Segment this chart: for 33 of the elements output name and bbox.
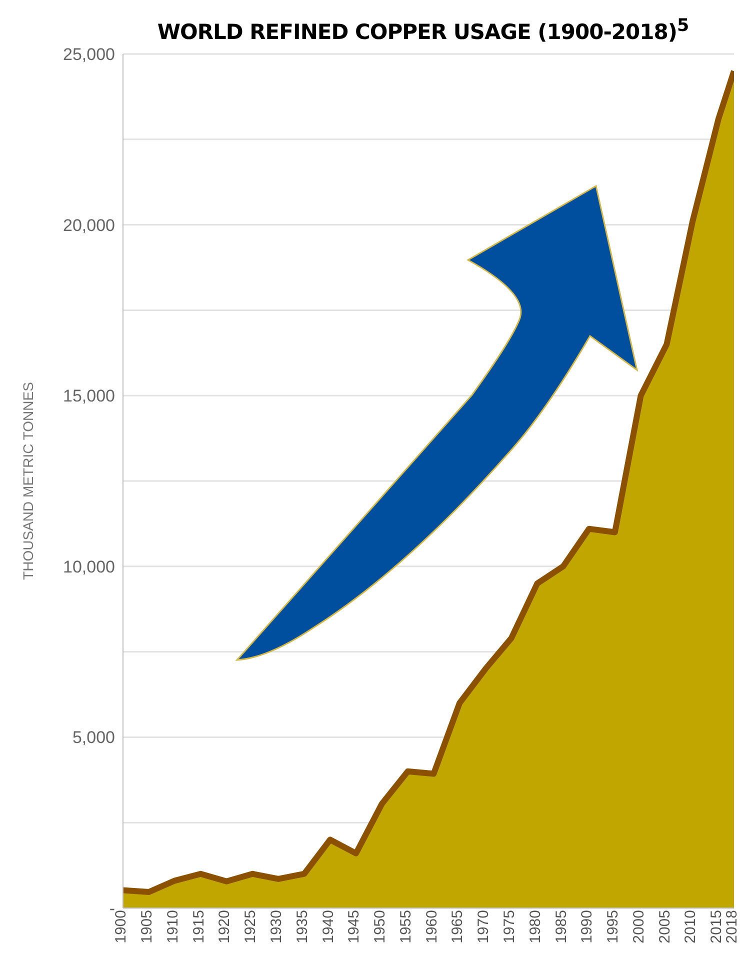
y-tick-label: 25,000	[63, 45, 115, 64]
x-tick-label: 2005	[656, 910, 674, 944]
x-tick-label: 2018	[724, 910, 741, 944]
x-tick-label: 1925	[242, 910, 260, 944]
x-tick-label: 1905	[138, 910, 156, 944]
chart-title: WORLD REFINED COPPER USAGE (1900-2018)$^{5}$	[156, 15, 690, 44]
x-tick-label: 1940	[320, 910, 337, 944]
x-tick-label: 1910	[164, 910, 182, 944]
x-tick-label: 1985	[552, 910, 570, 944]
x-tick-label: 1930	[268, 910, 285, 944]
y-tick-label: 15,000	[63, 386, 115, 406]
x-tick-label: 1935	[294, 910, 311, 944]
x-tick-label: 2000	[630, 910, 648, 944]
y-tick-label: 20,000	[63, 216, 115, 235]
x-tick-label: 1920	[216, 910, 234, 944]
x-tick-label: 1995	[604, 910, 622, 944]
x-tick-label: 1915	[190, 910, 208, 944]
x-tick-label: 1990	[578, 910, 596, 944]
x-tick-label: 1900	[112, 910, 130, 944]
x-tick-label: 2015	[708, 910, 726, 944]
x-tick-label: 1965	[449, 910, 466, 944]
y-tick-label: -	[109, 899, 115, 918]
x-tick-label: 1945	[346, 910, 363, 944]
y-tick-label: 10,000	[63, 557, 115, 576]
x-tick-label: 1950	[372, 910, 389, 944]
x-tick-label: 2010	[682, 910, 700, 944]
y-axis-title: THOUSAND METRIC TONNES	[20, 382, 36, 580]
y-tick-label: 5,000	[72, 728, 115, 748]
x-tick-label: 1980	[526, 910, 544, 944]
x-tick-label: 1960	[423, 910, 440, 944]
x-tick-label: 1970	[475, 910, 492, 944]
x-tick-label: 1975	[500, 910, 518, 944]
x-tick-label: 1955	[397, 910, 414, 944]
